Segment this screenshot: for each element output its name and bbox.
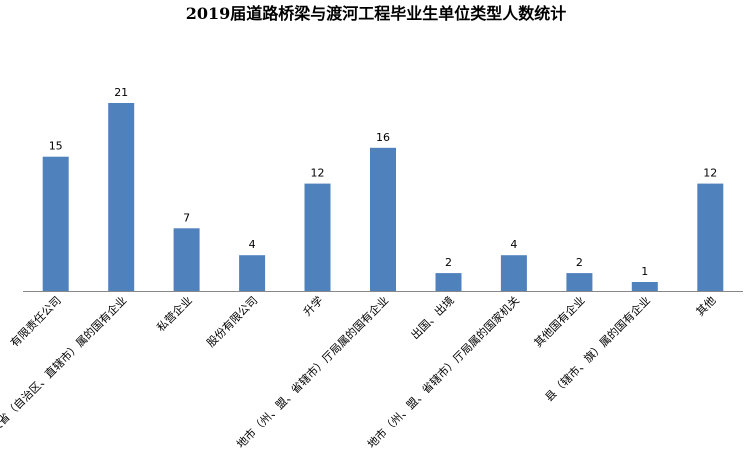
bar-8: [500, 255, 527, 291]
data-label-3: 7: [183, 211, 190, 224]
data-label-8: 4: [510, 238, 517, 251]
data-label-10: 1: [641, 265, 648, 278]
data-label-7: 2: [445, 256, 452, 269]
data-label-2: 21: [114, 86, 128, 99]
bar-6: [370, 147, 396, 291]
chart-title: 2019届道路桥梁与渡河工程毕业生单位类型人数统计: [186, 4, 567, 23]
category-label-7: 出国、出境: [408, 293, 457, 342]
category-label-3: 私营企业: [154, 293, 195, 334]
bar-11: [697, 183, 724, 291]
bar-9: [566, 273, 593, 291]
category-label-8: 地市（州、盟、省辖市）厅局属的国家机关: [364, 293, 522, 451]
category-label-9: 其他国有企业: [531, 293, 588, 350]
data-label-6: 16: [376, 131, 390, 144]
bar-5: [304, 183, 331, 291]
bar-1: [42, 156, 69, 291]
data-label-9: 2: [576, 256, 583, 269]
category-label-10: 县（辖市、旗）属的国有企业: [542, 293, 653, 404]
data-label-5: 12: [311, 167, 325, 180]
data-label-4: 4: [249, 238, 256, 251]
category-label-4: 股份有限公司: [204, 293, 261, 350]
bars-group: [42, 103, 724, 291]
bar-2: [108, 103, 135, 291]
data-label-11: 12: [703, 167, 717, 180]
category-label-1: 有限责任公司: [7, 293, 64, 350]
data-label-1: 15: [49, 140, 63, 153]
category-label-5: 升学: [300, 293, 325, 318]
bar-7: [435, 273, 462, 291]
category-label-11: 其他: [694, 294, 719, 319]
category-label-6: 地市（州、盟、省辖市）厅局属的国有企业: [233, 293, 391, 451]
bar-3: [173, 228, 200, 291]
category-label-2: 央及省（自治区、直辖市）属的国有企业: [0, 293, 129, 443]
bar-10: [631, 282, 658, 291]
bar-4: [239, 255, 266, 291]
